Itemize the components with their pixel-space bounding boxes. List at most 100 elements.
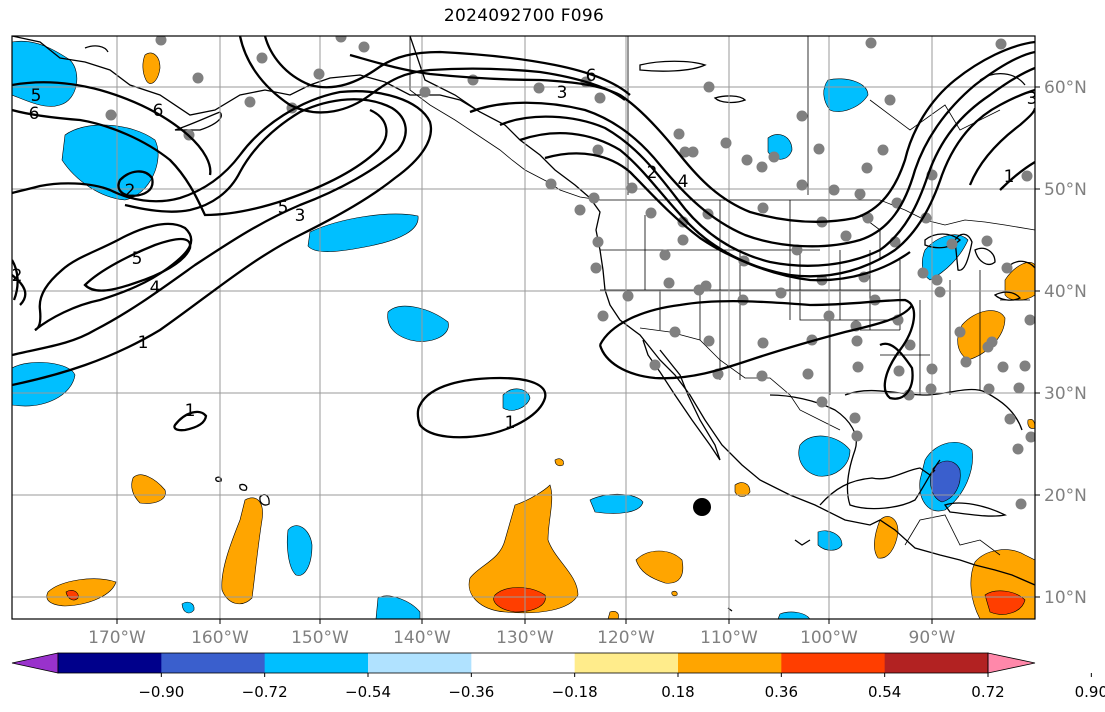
latitude-labels: 60°N 50°N 40°N 30°N 20°N 10°N [1035,78,1087,608]
colorbar-segment [264,653,369,673]
colorbar-segment [678,653,782,673]
anomaly-shading [12,40,1035,619]
contour-label: 1 [185,401,196,421]
map-title: 2024092700 F096 [443,6,605,26]
station-dot [816,396,828,408]
contour-label: 4 [678,172,689,192]
contour-label: 1 [138,333,149,353]
station-dot [192,72,204,84]
station-dot [545,178,557,190]
contour-label: 3 [1027,89,1038,109]
station-dot [862,212,874,224]
station-dot [861,162,873,174]
lat-tick-label: 20°N [1044,486,1087,506]
colorbar-label: 0.90 [1075,683,1105,701]
station-dot [865,37,877,49]
colorbar-segment [368,653,472,673]
station-dot [946,238,958,250]
station-dot [574,204,586,216]
station-dot [917,267,929,279]
station-markers [105,36,1035,510]
station-dot [1021,170,1033,182]
colorbar-segment [884,653,989,673]
station-dot [669,326,681,338]
lon-tick-label: 170°W [88,628,146,648]
station-dot [737,294,749,306]
station-dot [983,383,995,395]
station-dot [926,363,938,375]
colorbar-label: 0.54 [868,683,901,701]
station-dot [884,94,896,106]
station-dot [851,335,863,347]
station-dot [626,182,638,194]
station-dot [1001,262,1013,274]
station-dot [313,68,325,80]
station-dot [995,38,1007,50]
colorbar-segment [161,653,266,673]
station-dot [997,361,1009,373]
station-dot [893,365,905,377]
station-dot [757,202,769,214]
longitude-labels: 170°W 160°W 150°W 140°W 130°W 120°W 110°W 100°W… [88,619,956,648]
colorbar-label: −0.18 [552,683,598,701]
station-dot [590,262,602,274]
colorbar-label: −0.90 [138,683,184,701]
station-dot [775,287,787,299]
colorbar-label: −0.72 [242,683,288,701]
station-dot [791,244,803,256]
colorbar-extend-min [11,652,59,674]
colorbar: −0.90 −0.72 −0.54 −0.36 −0.18 0.18 0.36 0.54 0.7… [11,652,1105,701]
station-dot [594,92,606,104]
station-dot [645,207,657,219]
lat-tick-label: 60°N [1044,78,1087,98]
contour-label: 5 [132,249,143,269]
colorbar-label: 0.18 [661,683,694,701]
station-dot [649,359,661,371]
station-dot [244,96,256,108]
contour-label: 3 [295,206,306,226]
station-dot [877,144,889,156]
station-dot [720,137,732,149]
station-dot [659,249,671,261]
station-dot [592,144,604,156]
station-dot [533,82,545,94]
station-dot [851,430,863,442]
station-dot [1015,498,1027,510]
station-dot [954,326,966,338]
contour-label: 2 [647,163,658,183]
colorbar-segment [574,653,679,673]
station-dot [679,146,691,158]
station-dot [155,36,167,46]
station-dot [592,236,604,248]
station-dot [869,294,881,306]
storm-marker [693,498,711,516]
station-dot [622,290,634,302]
lon-tick-label: 90°W [909,628,956,648]
station-dot [960,356,972,368]
station-dot [904,339,916,351]
station-dot [1019,360,1031,372]
colorbar-segment [58,653,162,673]
contour-label: 1 [505,413,516,433]
station-dot [673,128,685,140]
colorbar-label: 0.36 [765,683,798,701]
station-dot [677,234,689,246]
station-dot [358,41,370,53]
station-dot [703,81,715,93]
station-dot [597,310,609,322]
station-dot [256,52,268,64]
station-dot [934,286,946,298]
graticule [12,36,1035,619]
station-dot [828,184,840,196]
contour-label: 2 [125,181,136,201]
colorbar-segment [471,653,576,673]
station-dot [663,277,675,289]
lon-tick-label: 150°W [291,628,349,648]
station-dot [849,412,861,424]
station-dot [1025,431,1035,443]
lon-tick-label: 110°W [700,628,758,648]
colorbar-label: −0.36 [448,683,494,701]
station-dot [982,341,994,353]
station-dot [687,146,699,158]
map-frame [11,35,1036,620]
